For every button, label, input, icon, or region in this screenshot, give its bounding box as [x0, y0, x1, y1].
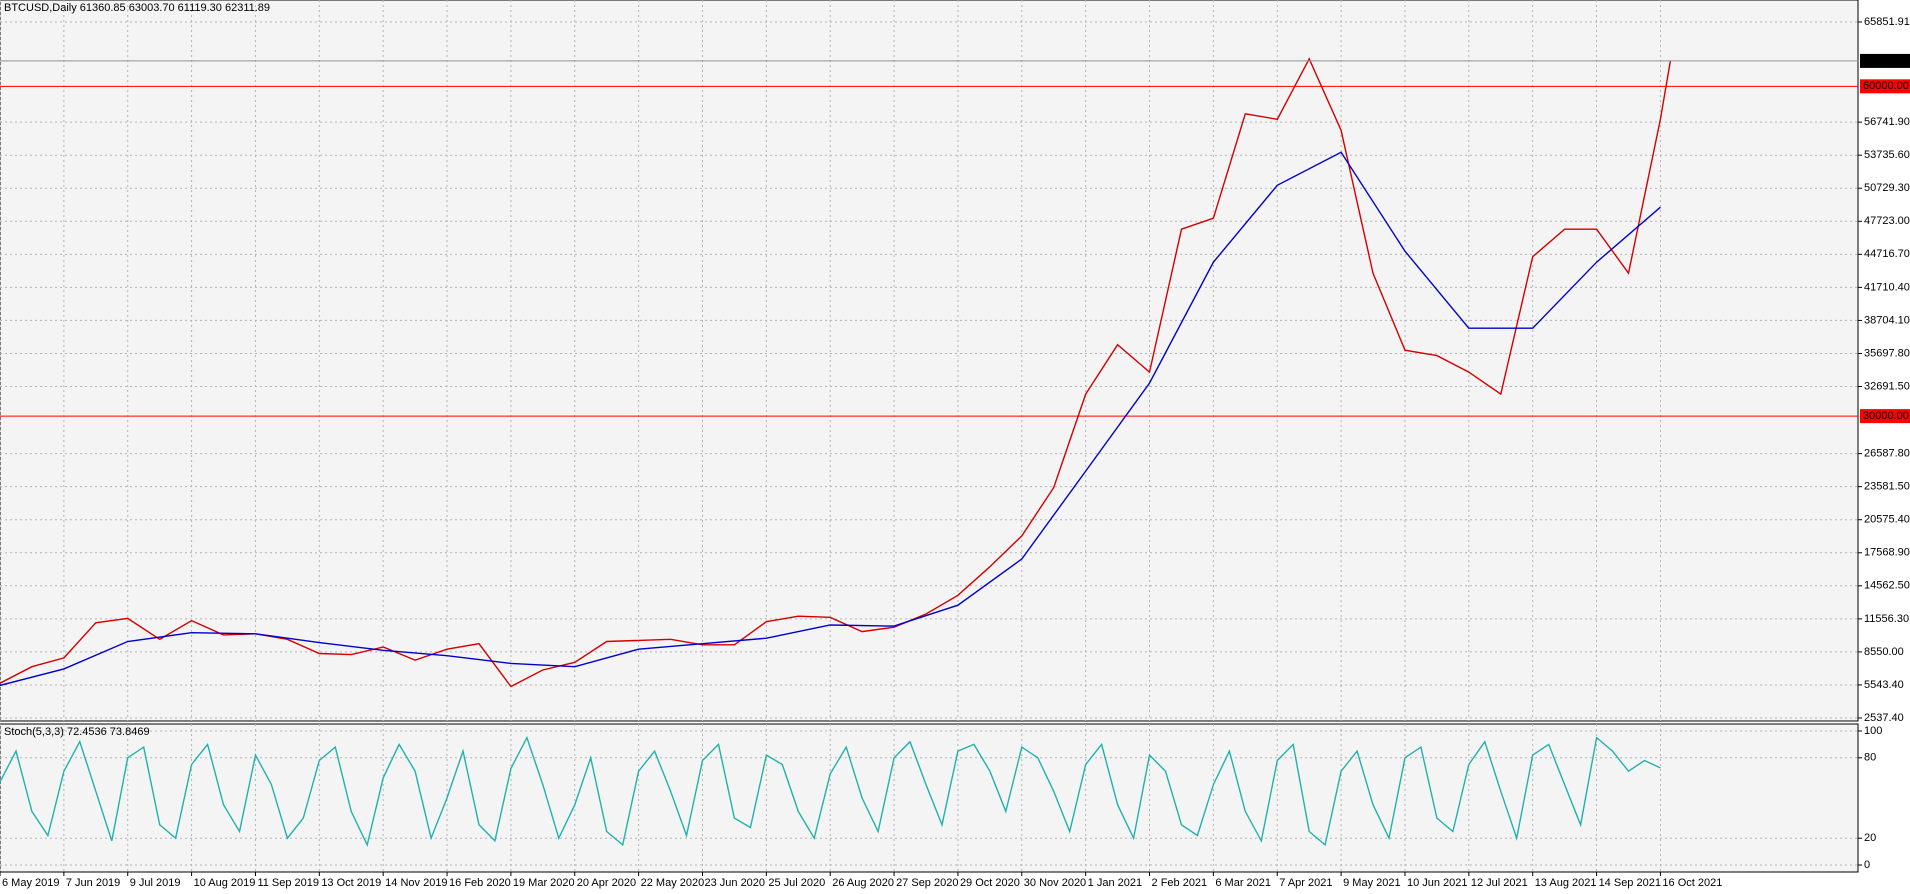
x-tick-label: 6 May 2019 [2, 877, 59, 889]
x-tick-label: 20 Apr 2020 [577, 877, 636, 889]
x-tick-label: 10 Aug 2019 [194, 877, 256, 889]
last-price-label: 62311.89 [1863, 55, 1908, 67]
y-tick-label: 2537.40 [1864, 712, 1904, 724]
main-pane [0, 0, 1859, 722]
x-tick-label: 25 Jul 2020 [768, 877, 825, 889]
y-tick-label: 0 [1864, 859, 1870, 871]
x-tick-label: 7 Apr 2021 [1279, 877, 1332, 889]
series-line [0, 735, 1661, 847]
y-tick-label: 5543.40 [1864, 679, 1904, 691]
y-tick-label: 50729.30 [1864, 182, 1910, 194]
x-tick-label: 27 Sep 2020 [896, 877, 958, 889]
y-tick-label: 11556.30 [1864, 613, 1909, 625]
stoch-pane [0, 723, 1859, 873]
series-line [0, 151, 1661, 687]
x-tick-label: 12 Jul 2021 [1471, 877, 1528, 889]
level-label-box [1860, 409, 1910, 424]
y-tick-label: 35697.80 [1864, 347, 1910, 359]
y-tick-label: 41710.40 [1864, 281, 1910, 293]
y-tick-label: 47723.00 [1864, 215, 1910, 227]
y-tick-label: 100 [1864, 725, 1882, 737]
x-tick-label: 9 Jul 2019 [130, 877, 181, 889]
y-tick-label: 17568.90 [1864, 547, 1910, 559]
x-tick-label: 10 Jun 2021 [1407, 877, 1468, 889]
x-tick-label: 11 Sep 2019 [257, 877, 319, 889]
x-tick-label: 13 Aug 2021 [1535, 877, 1597, 889]
y-tick-label: 80 [1864, 752, 1876, 764]
last-price-box [1860, 53, 1910, 68]
x-tick-label: 16 Oct 2021 [1662, 877, 1722, 889]
pane-title: BTCUSD,Daily 61360.85 63003.70 61119.30 … [4, 2, 270, 14]
level-label: 30000.00 [1863, 410, 1909, 422]
level-label-box [1860, 79, 1910, 94]
y-tick-label: 14562.50 [1864, 580, 1910, 592]
y-tick-label: 20575.40 [1864, 514, 1910, 526]
x-tick-label: 14 Nov 2019 [385, 877, 447, 889]
x-tick-label: 30 Nov 2020 [1024, 877, 1086, 889]
level-label: 60000.00 [1863, 80, 1909, 92]
x-tick-label: 9 May 2021 [1343, 877, 1400, 889]
y-tick-label: 8550.00 [1864, 646, 1904, 658]
x-tick-label: 29 Oct 2020 [960, 877, 1020, 889]
y-tick-label: 65851.91 [1864, 16, 1910, 28]
y-tick-label: 26587.80 [1864, 448, 1910, 460]
x-tick-label: 7 Jun 2019 [66, 877, 120, 889]
x-tick-label: 6 Mar 2021 [1215, 877, 1271, 889]
y-tick-label: 53735.60 [1864, 149, 1910, 161]
y-tick-label: 44716.70 [1864, 248, 1910, 260]
y-tick-label: 23581.50 [1864, 481, 1910, 493]
y-tick-label: 32691.50 [1864, 380, 1910, 392]
series-line [0, 57, 1672, 688]
x-tick-label: 2 Feb 2021 [1152, 877, 1208, 889]
x-tick-label: 22 May 2020 [641, 877, 705, 889]
y-tick-label: 20 [1864, 832, 1876, 844]
x-tick-label: 23 Jun 2020 [704, 877, 765, 889]
pane-title: Stoch(5,3,3) 72.4536 73.8469 [4, 726, 150, 738]
x-tick-label: 14 Sep 2021 [1599, 877, 1661, 889]
y-tick-label: 56741.90 [1864, 116, 1910, 128]
x-tick-label: 16 Feb 2020 [449, 877, 511, 889]
x-tick-label: 13 Oct 2019 [321, 877, 381, 889]
x-tick-label: 1 Jan 2021 [1088, 877, 1142, 889]
x-tick-label: 26 Aug 2020 [832, 877, 894, 889]
y-tick-label: 38704.10 [1864, 314, 1910, 326]
x-tick-label: 19 Mar 2020 [513, 877, 575, 889]
